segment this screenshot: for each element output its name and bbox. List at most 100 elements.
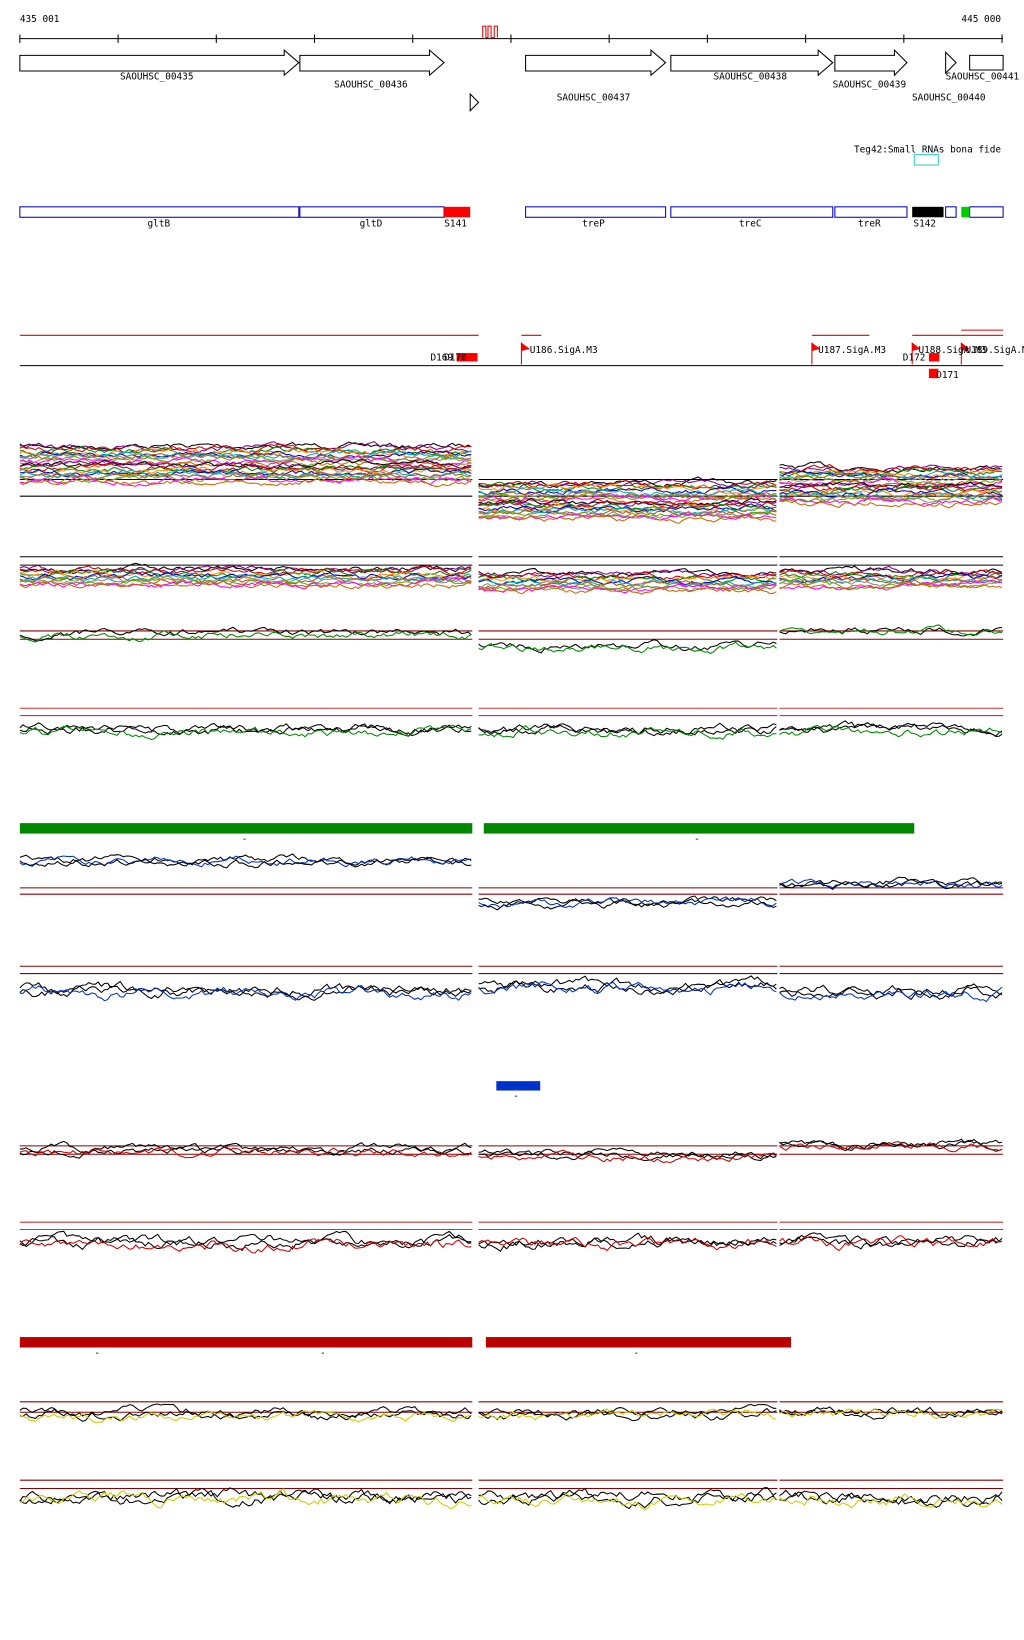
signal-trace (478, 571, 777, 582)
signal-trace (478, 1149, 777, 1164)
signal-trace (478, 574, 777, 584)
signal-trace (19, 1403, 472, 1421)
signal-trace (779, 1235, 1003, 1248)
signal-trace (478, 981, 777, 996)
feature-label: D171 (936, 370, 959, 381)
signal-trace (779, 485, 1003, 495)
signal-trace (779, 878, 1003, 889)
signal-trace (19, 1487, 472, 1508)
signal-trace (19, 573, 472, 583)
signal-trace (779, 582, 1003, 591)
signal-trace (779, 984, 1003, 999)
marker: - (634, 1348, 640, 1359)
signal-trace (19, 475, 472, 487)
signal-trace (19, 626, 472, 642)
signal-trace (19, 1409, 472, 1424)
signal-trace (19, 1488, 472, 1510)
marker: - (242, 834, 248, 845)
feature-label: D172 (903, 352, 926, 363)
marker: - (94, 1348, 100, 1359)
signal-trace (19, 724, 472, 741)
annotation-label: gltD (360, 219, 383, 230)
signal-trace (779, 494, 1003, 504)
signal-trace (19, 471, 472, 483)
signal-trace (19, 463, 472, 474)
signal-trace (19, 1487, 472, 1505)
annotation-label: treC (739, 219, 762, 230)
signal-trace (779, 491, 1003, 500)
signal-trace (19, 856, 472, 869)
signal-trace (779, 1493, 1003, 1509)
gene-label: SAOUHSC_00439 (833, 80, 907, 91)
annotation-label: S142 (913, 219, 936, 230)
signal-trace (19, 574, 472, 586)
signal-trace (478, 898, 777, 911)
feature-label: U187.SigA.M3 (818, 345, 886, 356)
signal-trace (19, 985, 472, 1002)
signal-trace (19, 1237, 472, 1254)
signal-trace (779, 493, 1003, 503)
signal-trace (779, 1138, 1003, 1152)
signal-trace (779, 986, 1003, 1003)
signal-trace (478, 490, 777, 499)
signal-trace (478, 514, 777, 524)
annotation-label: gltB (148, 219, 171, 230)
signal-trace (478, 1492, 777, 1511)
signal-trace (779, 497, 1003, 507)
signal-trace (779, 1490, 1003, 1509)
labels: 435 001 445 000 SAOUHSC_00435 SAOUHSC_00… (20, 14, 1024, 1359)
signal-trace (19, 1146, 472, 1159)
signal-trace (478, 1232, 777, 1252)
signal-tracks (19, 440, 1004, 1511)
ruler-start: 435 001 (20, 14, 60, 25)
signal-trace (779, 468, 1003, 479)
signal-trace (478, 584, 777, 595)
signal-trace (19, 575, 472, 586)
signal-trace (779, 464, 1003, 475)
signal-trace (478, 1487, 777, 1510)
signal-trace (19, 450, 472, 460)
signal-trace (478, 641, 777, 655)
feature-label: U189.SigA.M3 (965, 345, 1024, 356)
signal-trace (779, 499, 1003, 509)
signal-trace (478, 1147, 777, 1160)
signal-trace (478, 479, 777, 489)
signal-trace (19, 577, 472, 590)
signal-trace (779, 983, 1003, 1001)
signal-trace (19, 567, 472, 579)
layout (19, 25, 1004, 1348)
marker: - (513, 1091, 519, 1102)
track-label: Teg42:Small RNAs bona fide (854, 145, 1001, 156)
marker: - (320, 1348, 326, 1359)
signal-trace (478, 1487, 777, 1507)
marker: - (694, 834, 700, 845)
signal-trace (19, 1408, 472, 1422)
feature-label: U188.SigA.M3 (918, 345, 986, 356)
feature-label: U186.SigA.M3 (530, 345, 598, 356)
signal-trace (478, 568, 777, 579)
signal-trace (478, 483, 777, 494)
signal-trace (19, 453, 472, 464)
signal-trace (779, 724, 1003, 738)
signal-trace (779, 569, 1003, 580)
annotation-label: S141 (444, 219, 467, 230)
signal-trace (478, 723, 777, 737)
signal-trace (779, 477, 1003, 488)
signal-trace (19, 630, 472, 643)
signal-trace (779, 722, 1003, 737)
gene-label: SAOUHSC_00441 (946, 71, 1020, 82)
signal-trace (779, 878, 1003, 891)
signal-trace (478, 511, 777, 521)
signal-trace (779, 876, 1003, 889)
signal-trace (779, 1235, 1003, 1252)
signal-trace (19, 1230, 472, 1248)
signal-trace (779, 1408, 1003, 1420)
signal-trace (19, 580, 472, 590)
signal-trace (779, 1140, 1003, 1153)
feature-label: D169 (430, 352, 453, 363)
gene-label: SAOUHSC_00437 (557, 92, 631, 103)
signal-trace (478, 725, 777, 740)
signal-trace (779, 475, 1003, 483)
